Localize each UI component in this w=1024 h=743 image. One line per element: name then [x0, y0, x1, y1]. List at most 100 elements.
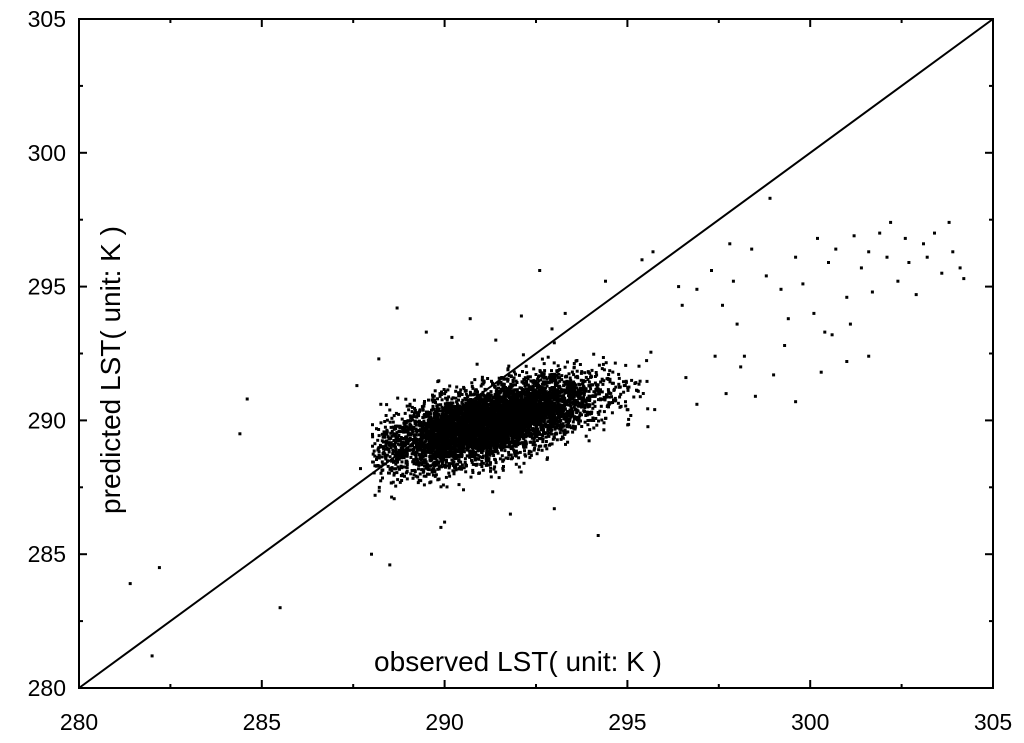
data-point [464, 434, 468, 438]
data-point [543, 444, 547, 448]
data-point [581, 384, 585, 388]
data-point [497, 390, 501, 393]
data-point [571, 414, 575, 418]
data-point [431, 454, 435, 458]
data-point [576, 418, 579, 422]
data-point [523, 390, 527, 394]
data-point [439, 485, 443, 489]
data-point [475, 420, 479, 424]
data-point [595, 423, 599, 427]
data-point [421, 436, 425, 440]
data-point [434, 401, 437, 404]
data-point [487, 457, 491, 461]
data-point [470, 413, 474, 417]
data-point [454, 408, 458, 412]
data-point [556, 420, 560, 424]
data-point [403, 411, 407, 415]
data-point [395, 424, 399, 428]
data-point [467, 432, 471, 436]
data-point [523, 453, 527, 457]
data-point [463, 424, 467, 428]
data-point [489, 469, 492, 473]
data-point [559, 437, 563, 441]
data-point [472, 443, 476, 447]
data-point [392, 460, 395, 464]
data-point [529, 431, 532, 435]
data-point [541, 423, 545, 427]
data-point [425, 429, 429, 433]
data-point [440, 432, 444, 436]
data-point [495, 445, 499, 449]
data-point [482, 379, 486, 383]
data-point [533, 443, 537, 447]
data-point [389, 425, 393, 429]
data-point [539, 428, 543, 432]
data-point [547, 434, 551, 438]
data-point [493, 385, 497, 389]
data-point [397, 433, 401, 437]
data-point [585, 410, 589, 414]
data-point [419, 421, 423, 425]
data-point [558, 431, 562, 435]
data-point [545, 447, 549, 451]
data-point [416, 481, 420, 485]
data-point [489, 461, 492, 465]
data-point [460, 412, 464, 416]
data-point [594, 417, 598, 420]
data-point [637, 364, 641, 368]
data-point [588, 428, 592, 432]
data-point [497, 381, 501, 385]
data-point [537, 400, 541, 403]
data-point [415, 437, 419, 441]
data-point [527, 429, 531, 433]
data-point [477, 471, 481, 475]
data-point [438, 453, 441, 457]
data-point [490, 425, 494, 429]
data-point [433, 474, 437, 478]
data-point [406, 440, 410, 444]
data-point [423, 458, 427, 462]
data-point [584, 400, 588, 404]
data-point [445, 485, 449, 489]
data-point [438, 409, 441, 413]
data-point [487, 392, 490, 396]
data-point [542, 372, 546, 376]
data-point [537, 379, 541, 383]
data-point [475, 441, 479, 445]
data-point [392, 439, 396, 442]
data-point [471, 448, 475, 452]
data-point [430, 408, 433, 412]
data-point [470, 446, 474, 450]
data-point [515, 388, 519, 392]
data-point [414, 457, 418, 460]
data-point [398, 439, 402, 442]
data-point [468, 425, 472, 429]
data-point [558, 379, 562, 383]
data-point [545, 416, 549, 420]
data-point [527, 420, 531, 424]
data-point [546, 456, 549, 460]
data-point [504, 419, 508, 423]
data-point [410, 452, 414, 456]
data-point [386, 459, 389, 463]
data-point [488, 395, 492, 398]
data-point [393, 453, 397, 457]
data-point [447, 438, 451, 442]
data-point [531, 384, 535, 388]
data-point [460, 463, 464, 467]
data-point [510, 384, 514, 388]
data-point [445, 430, 449, 434]
data-point [485, 454, 489, 458]
data-point [387, 441, 391, 445]
data-point [377, 434, 381, 438]
data-point [442, 388, 446, 391]
data-point [590, 410, 594, 414]
data-point [598, 397, 602, 401]
data-point [532, 381, 536, 385]
data-point [568, 395, 571, 399]
data-point [565, 425, 569, 429]
data-point [550, 369, 553, 373]
data-point [395, 460, 399, 464]
data-point [388, 408, 392, 412]
data-point [532, 448, 536, 452]
